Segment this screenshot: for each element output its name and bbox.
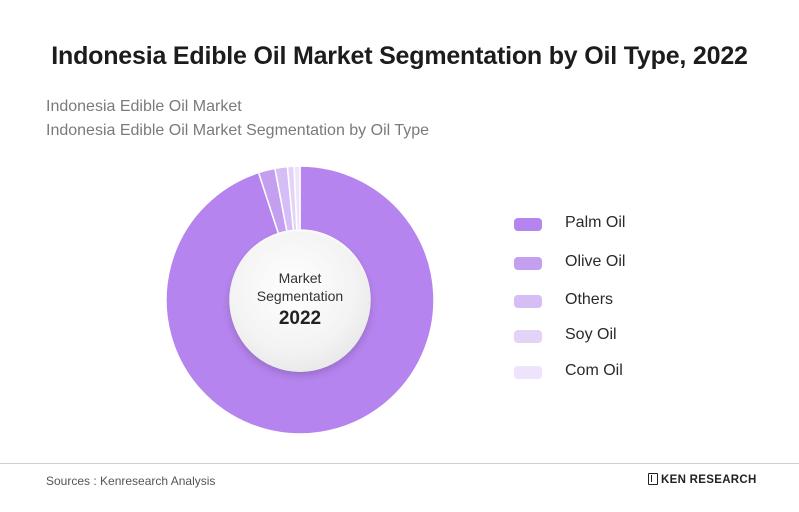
legend-item-com-oil: Com Oil (514, 362, 714, 382)
brand-logo: KEN RESEARCH (648, 473, 757, 486)
center-label-line1: Market (278, 270, 322, 286)
center-year: 2022 (278, 308, 322, 329)
subtitle-market: Indonesia Edible Oil Market (46, 98, 242, 115)
legend-swatch-soy-oil (514, 330, 542, 343)
subtitle-segmentation: Indonesia Edible Oil Market Segmentation… (46, 122, 430, 139)
legend-label-com-oil: Com Oil (565, 362, 623, 379)
source-note: Sources : Kenresearch Analysis (46, 474, 216, 488)
legend-label-palm-oil: Palm Oil (565, 214, 626, 231)
center-badge (230, 232, 370, 372)
legend-item-palm-oil: Palm Oil (514, 214, 714, 234)
ken-research-icon (648, 473, 658, 485)
center-label-line2: Segmentation (256, 288, 344, 304)
legend-swatch-com-oil (514, 366, 542, 379)
legend-item-olive-oil: Olive Oil (514, 253, 714, 273)
legend-swatch-others (514, 295, 542, 308)
footer-divider (0, 463, 799, 464)
legend-label-soy-oil: Soy Oil (565, 326, 617, 343)
legend-swatch-palm-oil (514, 218, 542, 231)
slice-com-oil (293, 165, 301, 231)
chart-title: Indonesia Edible Oil Market Segmentation… (51, 42, 748, 70)
legend-item-soy-oil: Soy Oil (514, 326, 714, 346)
legend-label-others: Others (565, 291, 614, 308)
legend-item-others: Others (514, 291, 714, 311)
legend-swatch-olive-oil (514, 257, 542, 270)
legend-label-olive-oil: Olive Oil (565, 253, 626, 270)
brand-name: KEN RESEARCH (661, 474, 757, 486)
